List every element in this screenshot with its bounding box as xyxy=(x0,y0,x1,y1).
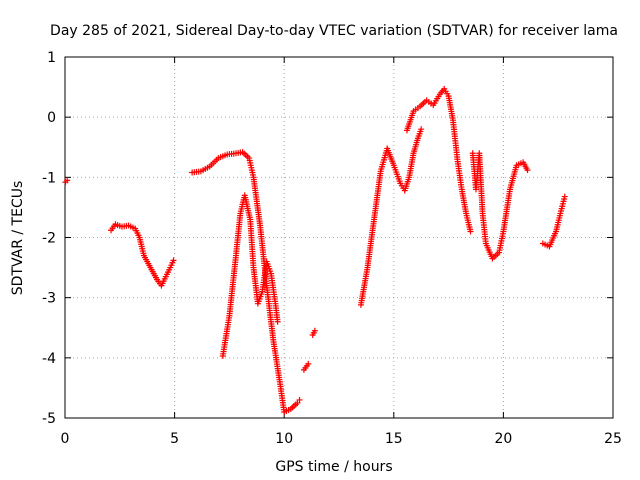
data-points xyxy=(62,85,568,415)
data-point xyxy=(561,193,568,200)
y-tick-label: -2 xyxy=(42,231,56,247)
y-tick-label: 0 xyxy=(47,110,56,126)
x-tick-label: 20 xyxy=(494,431,512,447)
x-tick-labels: 0 5 10 15 20 25 xyxy=(61,431,622,447)
y-tick-label: 1 xyxy=(47,50,56,66)
chart-title: Day 285 of 2021, Sidereal Day-to-day VTE… xyxy=(50,23,618,39)
x-tick-label: 25 xyxy=(604,431,622,447)
data-point xyxy=(274,318,281,325)
data-point xyxy=(296,396,303,403)
data-point xyxy=(170,257,177,264)
plot-frame xyxy=(64,56,614,419)
data-point xyxy=(311,327,318,334)
y-tick-label: -1 xyxy=(42,170,56,186)
y-tick-label: -5 xyxy=(42,411,56,427)
data-point xyxy=(294,399,301,406)
x-tick-label: 0 xyxy=(61,431,70,447)
x-tick-label: 10 xyxy=(275,431,293,447)
y-tick-label: -3 xyxy=(42,291,56,307)
data-point xyxy=(64,177,71,184)
grid-lines xyxy=(65,57,613,418)
y-tick-label: -4 xyxy=(42,351,56,367)
data-point xyxy=(467,228,474,235)
x-tick-label: 15 xyxy=(385,431,403,447)
axis-ticks xyxy=(64,56,614,419)
data-point xyxy=(305,360,312,367)
x-axis-label: GPS time / hours xyxy=(275,459,392,475)
data-point xyxy=(524,167,531,174)
data-point xyxy=(418,126,425,133)
y-axis-label: SDTVAR / TECUs xyxy=(10,181,26,296)
y-tick-labels: 1 0 -1 -2 -3 -4 -5 xyxy=(42,50,56,427)
x-tick-label: 5 xyxy=(170,431,179,447)
